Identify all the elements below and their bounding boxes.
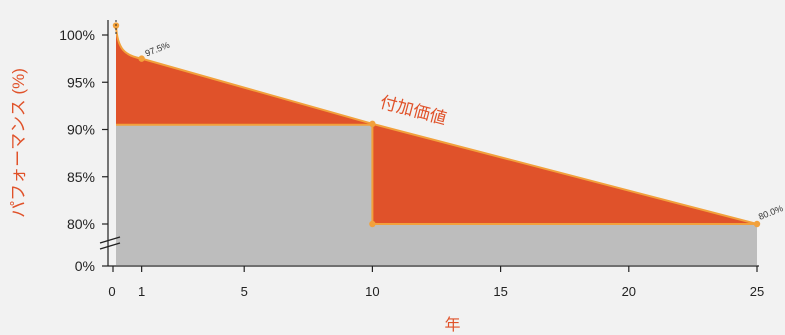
y-axis-break-mark [99,236,121,244]
data-point [753,220,761,228]
y-tick-label: 95% [67,74,95,90]
x-tick-label: 10 [365,284,379,299]
x-tick-label: 25 [750,284,764,299]
x-axis-label: 年 [444,316,460,334]
x-tick-label: 5 [241,284,248,299]
base-area [116,124,757,266]
data-point [138,55,145,62]
x-tick-label: 0 [108,284,115,299]
y-tick-label: 100% [59,27,95,43]
annotation-97-5: 97.5% [144,40,171,59]
x-tick-label: 1 [138,284,145,299]
y-axis-break-mark [99,242,121,250]
data-point [369,220,376,228]
y-tick-label: 85% [67,169,95,185]
value-added-label: 付加価値 [378,93,449,129]
y-tick-label: 80% [67,216,95,232]
x-tick-label: 20 [622,284,636,299]
data-point [369,120,376,128]
y-tick-label: 90% [67,122,95,138]
base-line [116,123,757,225]
y-tick-label: 0% [75,258,95,274]
y-axis-label: パフォーマンス (%) [9,68,28,218]
x-tick-label: 15 [493,284,507,299]
annotation-80-0: 80.0% [757,203,784,222]
